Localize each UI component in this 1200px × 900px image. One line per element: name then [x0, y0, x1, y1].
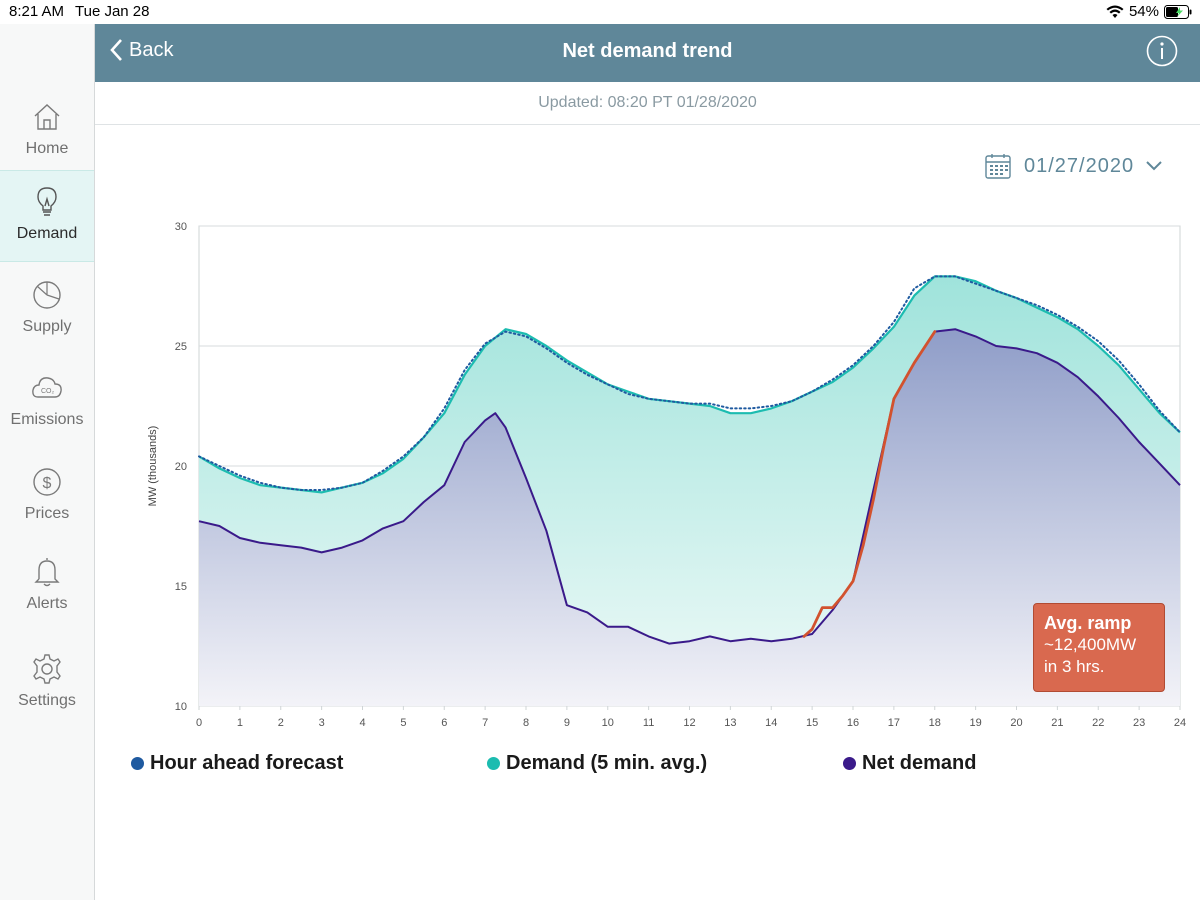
- sidebar-item-label: Demand: [16, 225, 78, 242]
- x-tick-label: 10: [602, 717, 614, 729]
- sidebar-item-emissions[interactable]: CO₂ Emissions: [0, 357, 94, 449]
- x-tick-label: 20: [1010, 717, 1022, 729]
- legend-dot: [487, 757, 500, 770]
- legend-dot: [131, 757, 144, 770]
- avg-ramp-annotation: Avg. ramp ~12,400MW in 3 hrs.: [1033, 603, 1165, 692]
- info-icon[interactable]: [1146, 35, 1178, 67]
- pie-chart-icon: [33, 281, 61, 309]
- x-tick-label: 3: [319, 717, 325, 729]
- x-tick-label: 4: [359, 717, 365, 729]
- bell-icon: [34, 558, 60, 587]
- forecast-line: [198, 275, 1181, 491]
- x-tick-label: 11: [643, 717, 654, 729]
- sidebar-item-home[interactable]: Home: [0, 86, 94, 178]
- legend-dot: [843, 757, 856, 770]
- co2-cloud-icon: CO₂: [32, 377, 62, 398]
- dollar-icon: $: [33, 468, 61, 496]
- line-layer: [198, 275, 1181, 645]
- battery-charging-icon: [1164, 4, 1192, 19]
- net-demand-area: [199, 329, 1180, 706]
- x-tick-label: 14: [765, 717, 777, 729]
- x-tick-label: 17: [888, 717, 900, 729]
- gear-icon: [33, 654, 61, 684]
- chevron-down-icon: [1146, 161, 1162, 171]
- x-tick-label: 0: [196, 717, 202, 729]
- sidebar-item-settings[interactable]: Settings: [0, 638, 94, 730]
- x-tick-label: 15: [806, 717, 818, 729]
- top-header: Back Net demand trend: [95, 24, 1200, 82]
- legend-demand[interactable]: Demand (5 min. avg.): [487, 752, 707, 775]
- sidebar-item-label: Prices: [24, 505, 70, 522]
- x-tick-label: 8: [523, 717, 529, 729]
- sidebar-item-label: Supply: [22, 318, 72, 335]
- area-layer: [199, 276, 1180, 706]
- net-demand-line: [198, 328, 1181, 645]
- x-tick-label: 5: [400, 717, 406, 729]
- legend-label: Hour ahead forecast: [150, 752, 344, 774]
- sidebar-item-demand[interactable]: Demand: [0, 170, 94, 262]
- svg-text:CO₂: CO₂: [41, 388, 55, 395]
- status-time: 8:21 AM: [9, 3, 65, 20]
- x-tick-label: 2: [278, 717, 284, 729]
- y-tick-label: 20: [175, 461, 187, 473]
- chevron-left-icon: [110, 39, 122, 61]
- x-tick-label: 13: [724, 717, 736, 729]
- y-tick-label: 15: [175, 581, 187, 593]
- x-tick-label: 21: [1051, 717, 1063, 729]
- date-selector[interactable]: 01/27/2020: [984, 152, 1162, 180]
- battery-percent: 54%: [1128, 3, 1159, 20]
- legend-net-demand[interactable]: Net demand: [843, 752, 976, 775]
- x-tick-label: 16: [847, 717, 859, 729]
- y-tick-label: 25: [175, 341, 187, 353]
- x-tick-label: 9: [564, 717, 570, 729]
- y-axis-label: MW (thousands): [147, 426, 159, 507]
- calendar-icon: [985, 154, 1011, 179]
- sidebar-item-label: Home: [25, 140, 69, 157]
- x-tick-label: 19: [970, 717, 982, 729]
- back-button[interactable]: Back: [109, 38, 173, 62]
- back-label: Back: [129, 38, 174, 61]
- x-tick-label: 22: [1092, 717, 1104, 729]
- y-tick-label: 10: [175, 701, 187, 713]
- sidebar-item-label: Settings: [18, 692, 76, 709]
- annotation-duration: in 3 hrs.: [1044, 657, 1105, 676]
- sidebar-item-prices[interactable]: $ Prices: [0, 451, 94, 543]
- x-tick-label: 24: [1174, 717, 1186, 729]
- sidebar-nav: Home Demand Supply CO₂ Emissions $ Price…: [0, 24, 95, 900]
- page-title: Net demand trend: [562, 40, 733, 62]
- x-tick-label: 12: [683, 717, 695, 729]
- annotation-value: ~12,400MW: [1044, 635, 1137, 654]
- svg-text:$: $: [43, 475, 52, 492]
- lightbulb-icon: [37, 187, 57, 216]
- x-tick-label: 6: [441, 717, 447, 729]
- x-tick-label: 1: [237, 717, 243, 729]
- sidebar-item-label: Alerts: [26, 595, 68, 612]
- annotation-title: Avg. ramp: [1044, 613, 1132, 633]
- x-tick-label: 7: [482, 717, 488, 729]
- date-value: 01/27/2020: [1024, 154, 1135, 177]
- x-tick-label: 23: [1133, 717, 1145, 729]
- sidebar-item-supply[interactable]: Supply: [0, 264, 94, 356]
- status-bar: 8:21 AM Tue Jan 28 54%: [0, 0, 1200, 24]
- status-date: Tue Jan 28: [75, 3, 150, 20]
- wifi-icon: [1106, 5, 1124, 18]
- ramp-line: [802, 330, 937, 638]
- legend-label: Net demand: [862, 752, 977, 774]
- sidebar-item-label: Emissions: [10, 411, 84, 428]
- sidebar-item-alerts[interactable]: Alerts: [0, 541, 94, 633]
- x-tick-label: 18: [929, 717, 941, 729]
- y-tick-label: 30: [175, 221, 187, 233]
- home-icon: [34, 104, 60, 130]
- updated-timestamp: Updated: 08:20 PT 01/28/2020: [95, 82, 1200, 125]
- legend-label: Demand (5 min. avg.): [506, 752, 708, 774]
- legend-hour-ahead-forecast[interactable]: Hour ahead forecast: [131, 752, 343, 775]
- status-right: 54%: [1106, 3, 1192, 20]
